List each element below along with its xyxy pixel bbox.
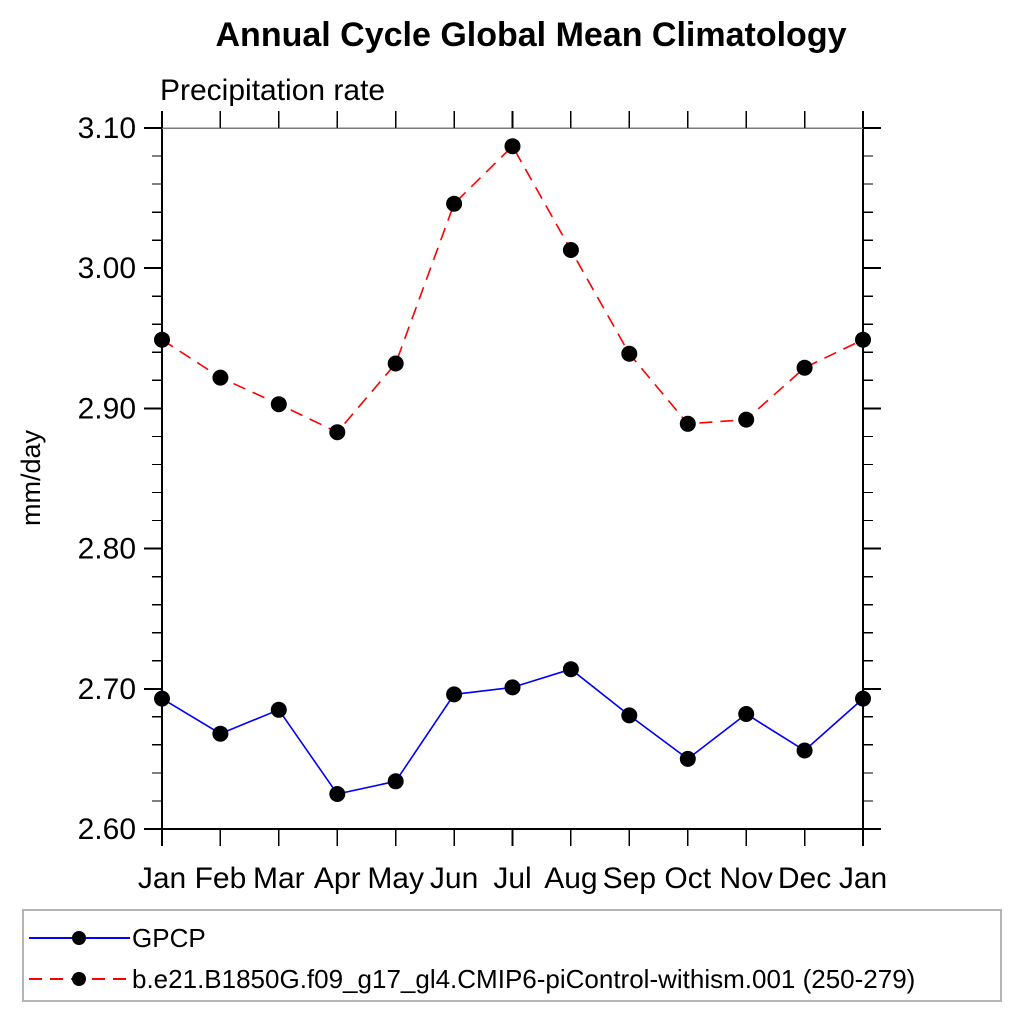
data-point: [738, 706, 755, 722]
data-point: [679, 750, 696, 767]
x-axis-tick-label: Feb: [195, 862, 247, 895]
y-axis-tick-label: 2.80: [78, 533, 136, 566]
data-point: [679, 415, 696, 432]
x-axis-tick-label: Mar: [253, 862, 305, 895]
x-axis-tick-label: Apr: [314, 862, 361, 895]
data-point: [855, 331, 871, 348]
series-line-1: [161, 144, 864, 434]
x-axis-tick-label: Aug: [544, 862, 597, 895]
data-point: [387, 355, 404, 372]
x-axis-tick-label: Jul: [493, 862, 531, 895]
model-line-sample-icon: [29, 972, 130, 986]
legend-label-gpcp: GPCP: [132, 923, 206, 953]
data-point: [621, 345, 638, 362]
data-point: [562, 242, 579, 258]
data-point: [270, 396, 287, 413]
data-point: [212, 369, 229, 386]
data-point: [562, 661, 579, 678]
x-axis-tick-label: Nov: [719, 862, 772, 895]
data-point: [270, 701, 287, 718]
x-axis-tick-label: Jun: [430, 862, 478, 895]
data-point: [329, 786, 346, 802]
gpcp-line-sample-icon: [29, 931, 130, 945]
data-point: [504, 138, 521, 155]
data-point: [621, 707, 638, 724]
data-point: [212, 725, 229, 742]
data-point: [796, 742, 813, 759]
data-point: [154, 331, 170, 348]
y-axis-tick-label: 2.70: [78, 673, 136, 706]
data-point: [387, 773, 404, 790]
data-point: [855, 690, 871, 707]
data-point: [738, 411, 755, 428]
x-axis-tick-label: Sep: [603, 862, 656, 895]
data-point: [329, 424, 346, 441]
legend-label-model: b.e21.B1850G.f09_g17_gl4.CMIP6-piControl…: [132, 964, 916, 994]
data-point: [796, 359, 813, 376]
data-point: [504, 679, 521, 696]
legend-item-gpcp: GPCP: [29, 924, 206, 952]
y-axis-tick-label: 3.10: [78, 112, 136, 145]
x-axis-tick-label: Oct: [664, 862, 711, 895]
data-point: [446, 686, 463, 703]
y-axis-tick-label: 2.90: [78, 392, 136, 425]
data-point: [446, 195, 463, 212]
y-axis-tick-label: 3.00: [78, 252, 136, 285]
y-axis-title: mm/day: [16, 429, 46, 526]
x-axis-tick-label: Jan: [138, 862, 186, 895]
legend: GPCP b.e21.B1850G.f09_g17_gl4.CMIP6-piCo…: [22, 909, 1002, 1002]
plot-area: Jan Feb Mar Apr May Jun Jul Aug Sep Oct Nov Dec Jan2…: [78, 111, 887, 895]
data-point: [154, 690, 170, 707]
x-axis-tick-label: Jan: [839, 862, 887, 895]
chart-subtitle: Precipitation rate: [160, 74, 385, 107]
chart-title: Annual Cycle Global Mean Climatology: [216, 16, 847, 54]
y-axis-tick-label: 2.60: [78, 813, 136, 846]
x-axis-tick-label: May: [367, 862, 424, 895]
legend-item-model: b.e21.B1850G.f09_g17_gl4.CMIP6-piControl…: [29, 965, 915, 993]
x-axis-tick-label: Dec: [778, 862, 831, 895]
